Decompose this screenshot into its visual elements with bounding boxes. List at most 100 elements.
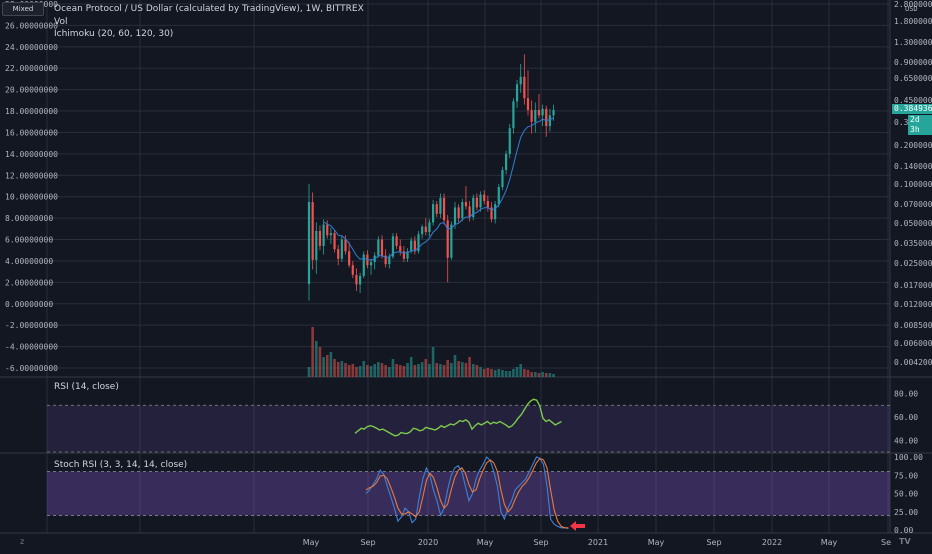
time-axis-label: May	[303, 538, 320, 547]
candle-body	[355, 274, 358, 285]
volume-bar	[384, 365, 387, 377]
left-axis-tick: 6.00000000	[5, 236, 53, 245]
volume-bar	[497, 369, 501, 377]
left-axis-tick: 4.00000000	[5, 257, 53, 266]
time-axis-label: May	[821, 538, 838, 547]
left-axis-tick: 0.00000000	[5, 300, 53, 309]
volume-bar	[475, 365, 479, 377]
volume-bar	[398, 365, 402, 377]
time-axis-label: Sep	[360, 538, 375, 547]
volume-bar	[468, 357, 471, 377]
volume-bar	[369, 366, 373, 377]
right-axis-unit: USD	[905, 5, 918, 13]
time-axis-label: Sep	[533, 538, 548, 547]
volume-bar	[450, 363, 453, 377]
time-axis-label: 2021	[588, 538, 608, 547]
candle-body	[530, 109, 533, 122]
stoch-k-line	[365, 456, 569, 530]
volume-bar	[413, 365, 417, 377]
candle-body	[526, 98, 530, 110]
volume-bar	[355, 367, 358, 377]
candle-body	[432, 204, 435, 223]
rsi-band	[47, 405, 890, 452]
volume-bar	[391, 359, 395, 377]
candle-body	[483, 194, 486, 201]
candle-body	[413, 240, 416, 252]
candle-body	[340, 239, 343, 259]
volume-bar	[315, 341, 318, 377]
candle-body	[464, 202, 468, 207]
ichimoku-legend[interactable]: Ichimoku (20, 60, 120, 30)	[54, 29, 174, 39]
volume-bar	[461, 362, 464, 377]
volume-bar	[409, 357, 413, 377]
volume-bar	[519, 364, 522, 377]
left-axis-tick: 24.00000000	[5, 43, 58, 52]
candle-body	[472, 197, 475, 218]
volume-bar	[322, 357, 325, 377]
left-axis-tick: -6.00000000	[5, 364, 58, 373]
volume-bar	[544, 373, 548, 377]
right-axis-tick: 1.30000000	[894, 38, 932, 47]
volume-bar	[431, 347, 435, 377]
stoch-axis-tick: 25.00	[894, 508, 918, 517]
red-arrow-icon	[570, 521, 585, 531]
right-axis-tick: 0.01200000	[894, 300, 932, 309]
volume-bar	[471, 364, 475, 377]
volume-bar	[439, 364, 442, 377]
rsi-legend[interactable]: RSI (14, close)	[54, 382, 119, 392]
volume-bar	[366, 365, 369, 377]
scale-mode-button[interactable]: Mixed	[2, 2, 44, 16]
candle-body	[494, 204, 497, 220]
candle-body	[348, 251, 351, 266]
volume-bar	[417, 364, 420, 377]
stoch-rsi-legend[interactable]: Stoch RSI (3, 3, 14, 14, close)	[54, 460, 188, 470]
candle-body	[468, 206, 471, 218]
candle-body	[479, 194, 482, 208]
volume-bar	[336, 362, 340, 377]
right-axis-tick: 0.00420000	[894, 358, 932, 367]
rsi-axis-tick: 60.00	[894, 413, 918, 422]
volume-bar	[307, 367, 311, 377]
volume-bar	[526, 370, 530, 377]
volume-bar	[464, 363, 468, 377]
candle-body	[497, 187, 500, 205]
volume-bar	[479, 367, 482, 377]
candle-body	[490, 207, 493, 220]
candle-body	[329, 233, 332, 236]
candle-body	[391, 236, 395, 257]
stoch-axis-tick: 0.00	[894, 526, 913, 535]
rsi-axis-tick: 40.00	[894, 436, 918, 445]
volume-bar	[388, 367, 391, 377]
candle-body	[362, 254, 365, 276]
right-axis-tick: 0.14000000	[894, 162, 932, 171]
volume-bar	[446, 360, 449, 377]
volume-bar	[344, 363, 347, 377]
right-axis-tick: 0.07000000	[894, 200, 932, 209]
volume-bar	[541, 372, 544, 377]
stoch-d-line	[365, 457, 569, 529]
candle-body	[486, 200, 489, 208]
candle-body	[377, 239, 380, 256]
right-axis-tick: 2.80000000	[894, 0, 932, 9]
left-axis-tick: -2.00000000	[5, 321, 58, 330]
candle-body	[439, 197, 442, 214]
candle-body	[322, 224, 325, 246]
right-axis-tick: 0.65000000	[894, 74, 932, 83]
candle-body	[501, 169, 504, 188]
candle-body	[315, 230, 318, 260]
candle-body	[537, 109, 541, 116]
left-axis-tick: 18.00000000	[5, 107, 58, 116]
left-axis-tick: 16.00000000	[5, 128, 58, 137]
countdown-badge: 2d 3h	[908, 115, 932, 135]
volume-bar	[537, 373, 541, 377]
volume-bar	[428, 364, 431, 377]
time-axis-label: Se	[881, 538, 891, 547]
volume-legend[interactable]: Vol	[54, 17, 68, 27]
settings-icon[interactable]: z	[20, 537, 25, 546]
volume-bar	[530, 372, 533, 377]
candle-body	[421, 226, 424, 235]
right-axis-tick: 0.03500000	[894, 239, 932, 248]
volume-bar	[325, 355, 329, 377]
